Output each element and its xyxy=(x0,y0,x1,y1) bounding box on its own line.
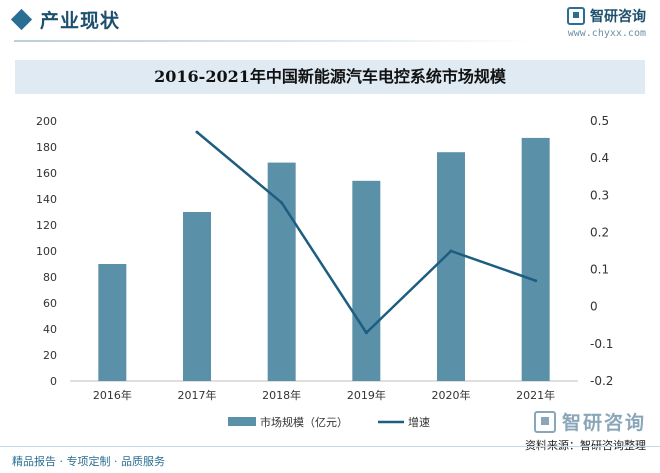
y-left-tick-label: 200 xyxy=(36,115,57,128)
x-tick-label: 2016年 xyxy=(93,388,132,402)
x-tick-label: 2017年 xyxy=(178,388,217,402)
y-left-tick-label: 0 xyxy=(50,375,57,388)
y-left-tick-label: 140 xyxy=(36,193,57,206)
bar xyxy=(437,152,465,381)
y-right-tick-label: -0.2 xyxy=(590,374,613,388)
y-left-tick-label: 160 xyxy=(36,167,57,180)
y-right-tick-label: 0 xyxy=(590,300,598,314)
x-tick-label: 2018年 xyxy=(262,388,301,402)
brand-name: 智研咨询 xyxy=(590,9,646,25)
growth-point xyxy=(449,249,453,253)
source-note: 资料来源：智研咨询整理 xyxy=(525,439,646,452)
y-right-tick-label: 0.5 xyxy=(590,114,609,128)
y-left-tick-label: 100 xyxy=(36,245,57,258)
y-right-tick-label: 0.1 xyxy=(590,263,609,277)
diamond-icon xyxy=(10,8,33,31)
bar xyxy=(267,162,296,381)
growth-point xyxy=(534,279,538,283)
x-tick-label: 2021年 xyxy=(516,388,555,402)
brand-url[interactable]: www.chyxx.com xyxy=(567,28,646,39)
y-left-tick-label: 20 xyxy=(43,349,57,362)
y-left-tick-label: 60 xyxy=(43,297,57,310)
chart-title-bar: 2016-2021年中国新能源汽车电控系统市场规模 xyxy=(15,60,645,94)
y-right-tick-label: -0.1 xyxy=(590,337,613,351)
growth-point xyxy=(195,130,199,134)
legend-swatch-bar xyxy=(228,417,256,426)
footer-tagline: 精品报告 · 专项定制 · 品质服务 xyxy=(12,455,165,468)
footer-divider xyxy=(0,446,660,447)
growth-point xyxy=(364,331,368,335)
x-tick-label: 2020年 xyxy=(432,388,471,402)
brand[interactable]: 智研咨询 www.chyxx.com xyxy=(567,6,646,39)
y-right-tick-label: 0.4 xyxy=(590,151,609,165)
bar xyxy=(521,137,550,381)
footer-logo-icon xyxy=(533,410,556,433)
brand-logo-icon xyxy=(567,7,585,25)
y-left-tick-label: 180 xyxy=(36,141,57,154)
y-left-tick-label: 40 xyxy=(43,323,57,336)
legend-label: 市场规模（亿元） xyxy=(260,415,348,429)
legend-label: 增速 xyxy=(408,415,430,429)
footer-brand: 智研咨询 xyxy=(533,408,646,435)
y-left-tick-label: 120 xyxy=(36,219,57,232)
growth-point xyxy=(280,201,284,205)
header-divider xyxy=(14,40,539,42)
bar xyxy=(183,212,211,381)
y-right-tick-label: 0.3 xyxy=(590,188,609,202)
bar xyxy=(352,180,381,381)
section-title: 产业现状 xyxy=(40,10,121,32)
chart: 0 20 40 60 80 100 120 140 160 180 200 -0.2 -0.1 0 0.1 0… xyxy=(36,114,613,429)
chart-title: 2016-2021年中国新能源汽车电控系统市场规模 xyxy=(154,67,506,86)
footer-brand-name: 智研咨询 xyxy=(561,412,646,434)
bar xyxy=(98,264,127,381)
x-tick-label: 2019年 xyxy=(347,388,386,402)
y-right-tick-label: 0.2 xyxy=(590,225,609,239)
y-left-tick-label: 80 xyxy=(43,271,57,284)
header: 产业现状 智研咨询 www.chyxx.com xyxy=(0,0,660,48)
